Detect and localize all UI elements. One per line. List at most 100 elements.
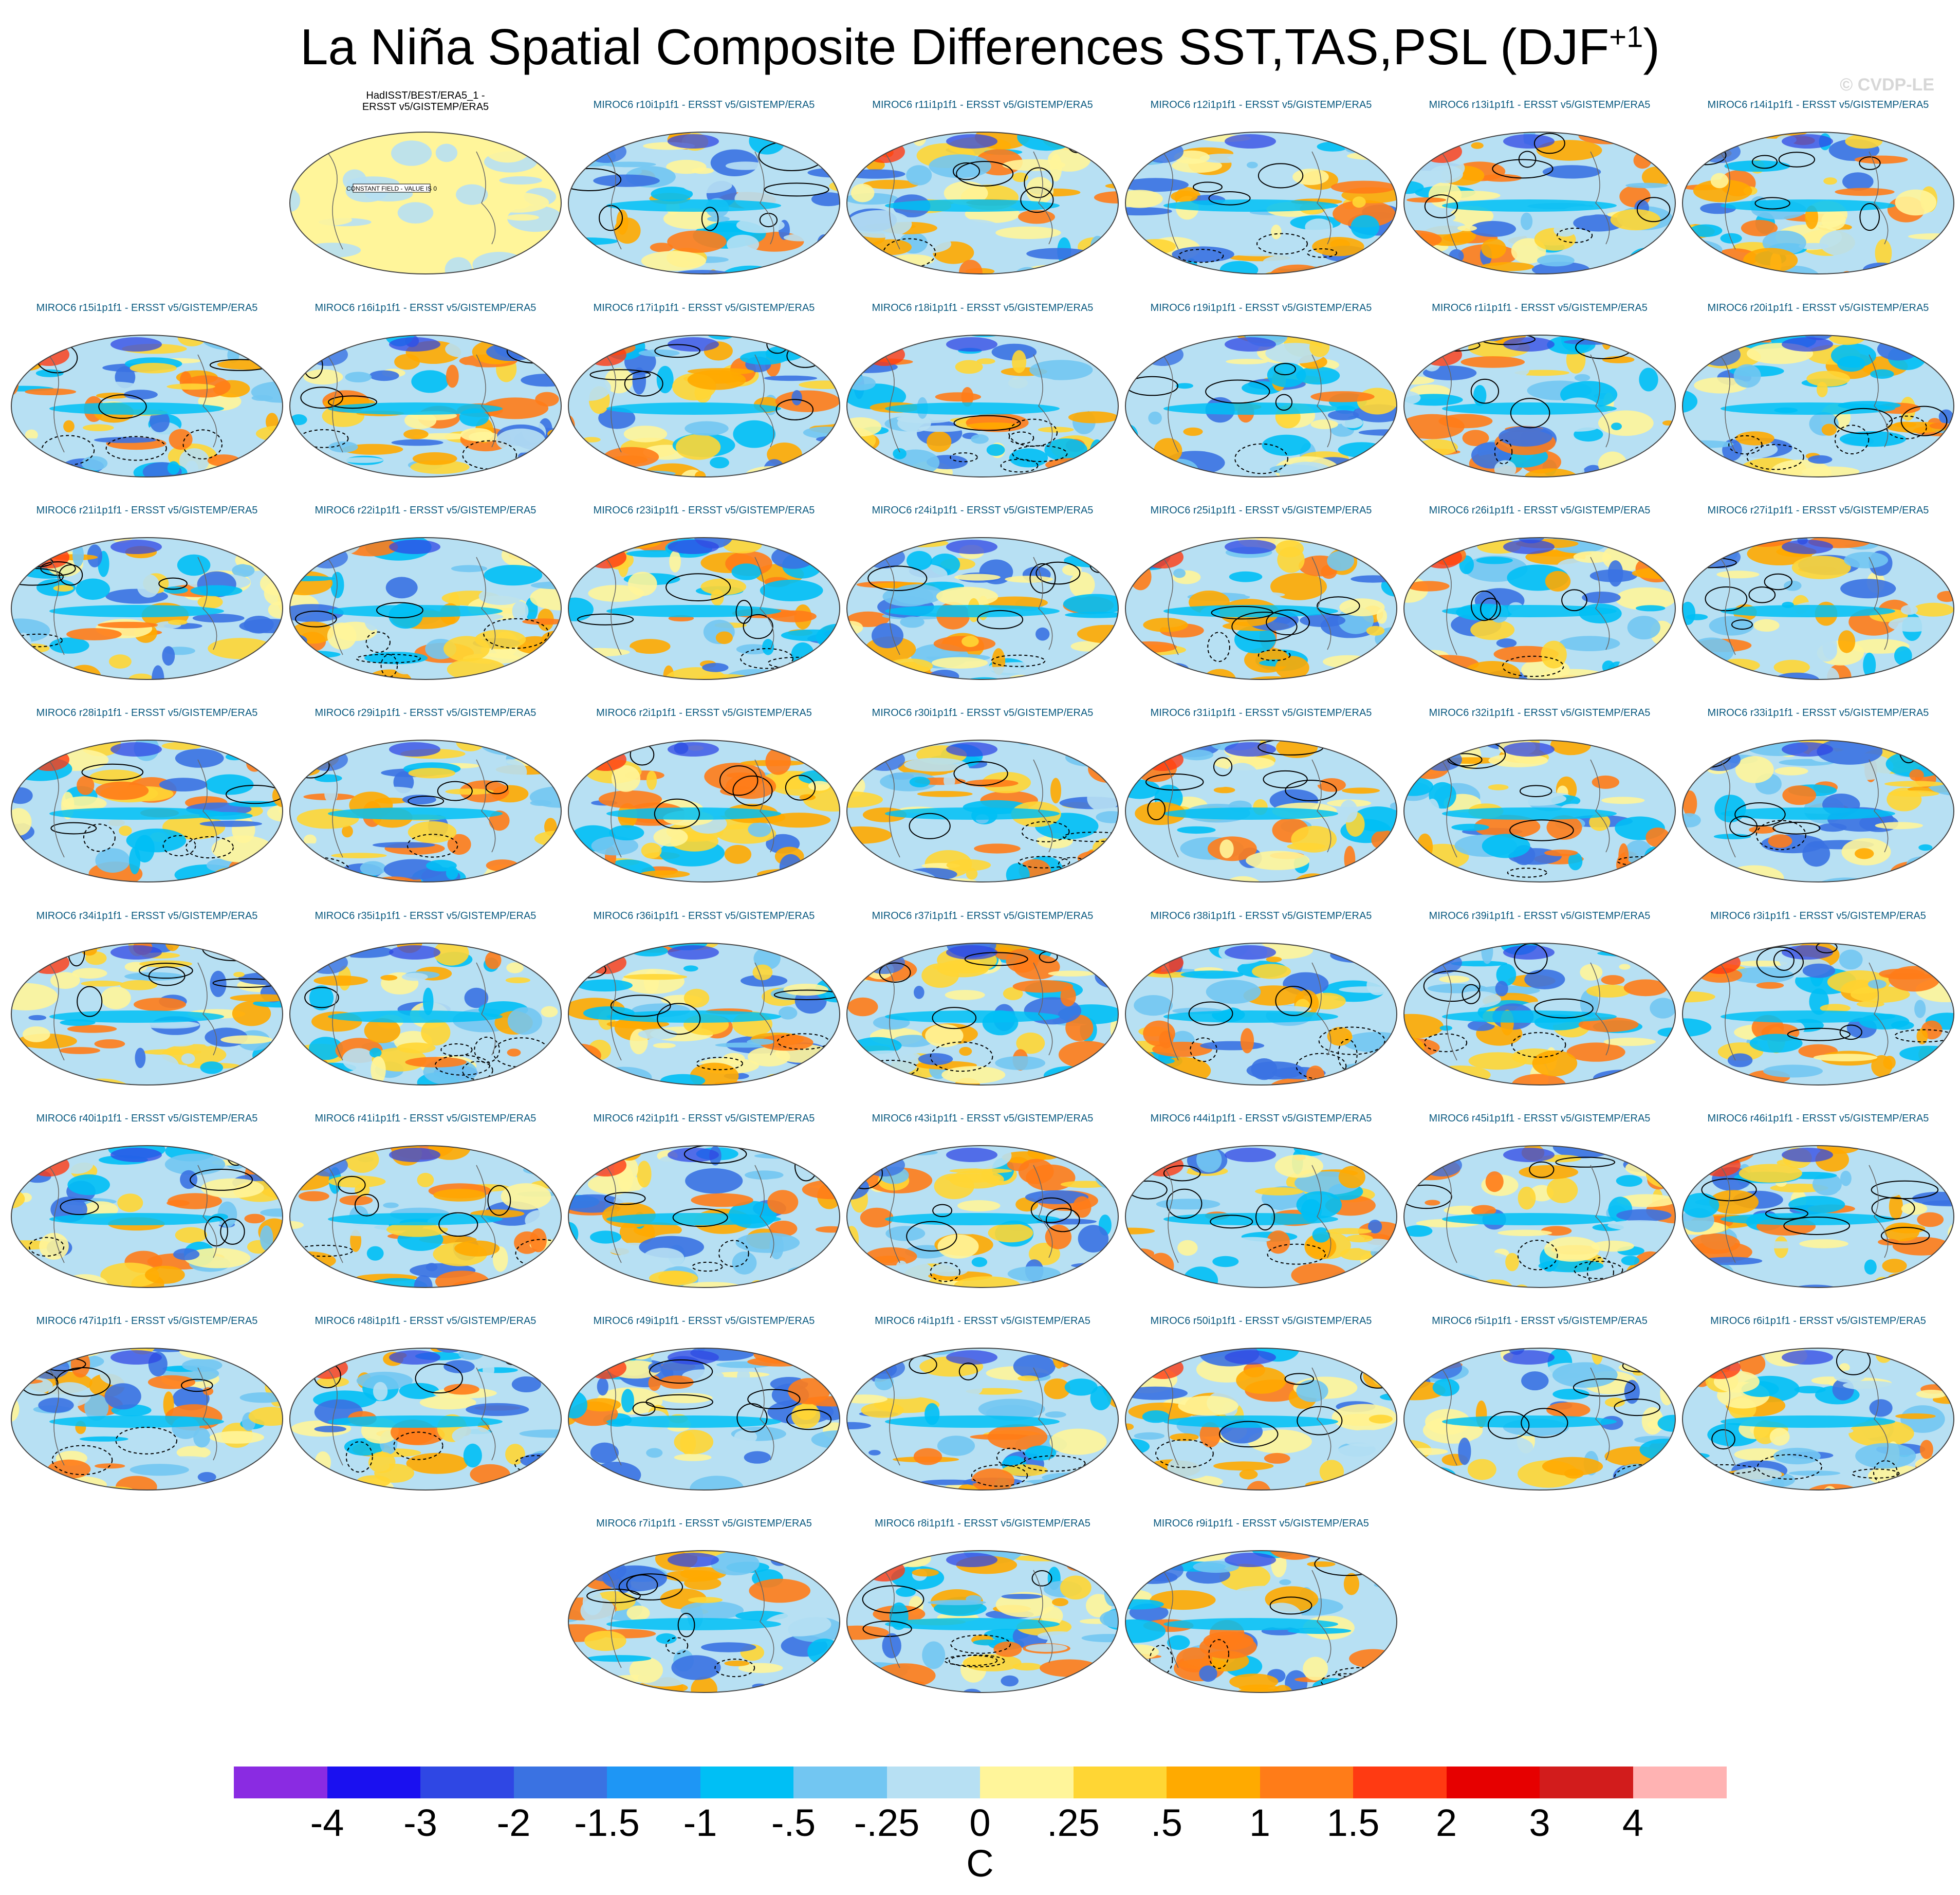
world-map <box>846 1348 1119 1491</box>
colorbar-tick-label: 1 <box>1249 1801 1271 1844</box>
model-panel: MIROC6 r21i1p1f1 - ERSST v5/GISTEMP/ERA5 <box>8 505 286 680</box>
world-map <box>289 537 562 680</box>
panel-label: MIROC6 r17i1p1f1 - ERSST v5/GISTEMP/ERA5 <box>593 302 815 314</box>
colorbar-box <box>607 1767 700 1798</box>
map-field <box>847 335 1118 477</box>
colorbar-tick-label: -4 <box>310 1801 344 1844</box>
model-panel: MIROC6 r7i1p1f1 - ERSST v5/GISTEMP/ERA5 <box>565 1518 843 1693</box>
map-field <box>1125 132 1397 274</box>
world-map <box>846 1145 1119 1288</box>
map-field <box>568 538 840 679</box>
world-map <box>1403 1348 1676 1491</box>
map-field <box>1404 538 1675 679</box>
model-panel: MIROC6 r28i1p1f1 - ERSST v5/GISTEMP/ERA5 <box>8 707 286 882</box>
map-field <box>1404 132 1675 274</box>
colorbar-box <box>234 1767 327 1798</box>
map-field <box>847 943 1118 1085</box>
world-map <box>1125 335 1397 477</box>
world-map <box>11 537 283 680</box>
colorbar-box <box>700 1767 794 1798</box>
panel-label: MIROC6 r47i1p1f1 - ERSST v5/GISTEMP/ERA5 <box>36 1315 258 1327</box>
title-superscript: +1 <box>1609 20 1643 54</box>
panel-label: HadISST/BEST/ERA5_1 - ERSST v5/GISTEMP/E… <box>362 90 489 113</box>
map-field <box>11 1348 283 1490</box>
map-field <box>568 132 840 274</box>
world-map <box>1682 537 1954 680</box>
map-field <box>1125 1551 1397 1692</box>
colorbar-box <box>1540 1767 1633 1798</box>
model-panel: MIROC6 r49i1p1f1 - ERSST v5/GISTEMP/ERA5 <box>565 1315 843 1491</box>
world-map <box>1125 1348 1397 1491</box>
map-field <box>290 538 561 679</box>
model-panel: MIROC6 r22i1p1f1 - ERSST v5/GISTEMP/ERA5 <box>286 505 565 680</box>
panel-label: MIROC6 r11i1p1f1 - ERSST v5/GISTEMP/ERA5 <box>872 99 1093 111</box>
world-map <box>568 1145 840 1288</box>
world-map <box>1403 740 1676 882</box>
colorbar-tick-label: -3 <box>403 1801 437 1844</box>
map-field <box>568 943 840 1085</box>
model-panel: MIROC6 r11i1p1f1 - ERSST v5/GISTEMP/ERA5 <box>843 99 1122 274</box>
panel-label: MIROC6 r42i1p1f1 - ERSST v5/GISTEMP/ERA5 <box>593 1113 815 1124</box>
map-field <box>1682 1146 1954 1287</box>
model-panel: MIROC6 r6i1p1f1 - ERSST v5/GISTEMP/ERA5 <box>1679 1315 1957 1491</box>
panel-label: MIROC6 r13i1p1f1 - ERSST v5/GISTEMP/ERA5 <box>1429 99 1651 111</box>
map-field <box>1125 538 1397 679</box>
model-panel: MIROC6 r24i1p1f1 - ERSST v5/GISTEMP/ERA5 <box>843 505 1122 680</box>
model-panel: MIROC6 r37i1p1f1 - ERSST v5/GISTEMP/ERA5 <box>843 910 1122 1086</box>
panel-label: MIROC6 r32i1p1f1 - ERSST v5/GISTEMP/ERA5 <box>1429 707 1651 719</box>
model-panel: MIROC6 r8i1p1f1 - ERSST v5/GISTEMP/ERA5 <box>843 1518 1122 1693</box>
panel-label: MIROC6 r45i1p1f1 - ERSST v5/GISTEMP/ERA5 <box>1429 1113 1651 1124</box>
map-field <box>847 740 1118 882</box>
world-map <box>1403 1145 1676 1288</box>
panel-label: MIROC6 r12i1p1f1 - ERSST v5/GISTEMP/ERA5 <box>1150 99 1372 111</box>
colorbar-tick-label: -.25 <box>854 1801 920 1844</box>
colorbar-box <box>327 1767 421 1798</box>
panel-label: MIROC6 r4i1p1f1 - ERSST v5/GISTEMP/ERA5 <box>875 1315 1090 1327</box>
world-map <box>11 335 283 477</box>
map-field <box>11 943 283 1085</box>
colorbar-box <box>1073 1767 1167 1798</box>
observed-panel: HadISST/BEST/ERA5_1 - ERSST v5/GISTEMP/E… <box>286 90 565 274</box>
world-map <box>11 740 283 882</box>
world-map <box>1125 537 1397 680</box>
colorbar-tick-label: -2 <box>496 1801 531 1844</box>
colorbar-box <box>793 1767 887 1798</box>
model-panel: MIROC6 r19i1p1f1 - ERSST v5/GISTEMP/ERA5 <box>1122 302 1400 477</box>
model-panel: MIROC6 r3i1p1f1 - ERSST v5/GISTEMP/ERA5 <box>1679 910 1957 1086</box>
map-field <box>1404 1348 1675 1490</box>
map-field <box>568 1551 840 1692</box>
world-map <box>1125 1550 1397 1693</box>
model-panel: MIROC6 r38i1p1f1 - ERSST v5/GISTEMP/ERA5 <box>1122 910 1400 1086</box>
title-main: La Niña Spatial Composite Differences SS… <box>300 19 1610 75</box>
panel-label: MIROC6 r43i1p1f1 - ERSST v5/GISTEMP/ERA5 <box>872 1113 1094 1124</box>
map-field <box>1682 538 1954 679</box>
map-field <box>11 740 283 882</box>
model-panel: MIROC6 r13i1p1f1 - ERSST v5/GISTEMP/ERA5 <box>1400 99 1679 274</box>
panel-label: MIROC6 r21i1p1f1 - ERSST v5/GISTEMP/ERA5 <box>36 505 258 516</box>
colorbar-box <box>1167 1767 1260 1798</box>
map-field <box>1125 1348 1397 1490</box>
colorbar-tick-label: .5 <box>1151 1801 1182 1844</box>
world-map <box>1682 943 1954 1086</box>
colorbar-tick-label: -1 <box>683 1801 717 1844</box>
world-map <box>846 1550 1119 1693</box>
panel-label: MIROC6 r18i1p1f1 - ERSST v5/GISTEMP/ERA5 <box>872 302 1094 314</box>
panel-label: MIROC6 r44i1p1f1 - ERSST v5/GISTEMP/ERA5 <box>1150 1113 1372 1124</box>
model-panel: MIROC6 r15i1p1f1 - ERSST v5/GISTEMP/ERA5 <box>8 302 286 477</box>
model-panel: MIROC6 r9i1p1f1 - ERSST v5/GISTEMP/ERA5 <box>1122 1518 1400 1693</box>
panel-label: MIROC6 r23i1p1f1 - ERSST v5/GISTEMP/ERA5 <box>593 505 815 516</box>
world-map <box>1125 1145 1397 1288</box>
panel-label: MIROC6 r5i1p1f1 - ERSST v5/GISTEMP/ERA5 <box>1432 1315 1648 1327</box>
model-panel: MIROC6 r14i1p1f1 - ERSST v5/GISTEMP/ERA5 <box>1679 99 1957 274</box>
world-map <box>846 537 1119 680</box>
panel-label: MIROC6 r14i1p1f1 - ERSST v5/GISTEMP/ERA5 <box>1707 99 1929 111</box>
model-panel: MIROC6 r17i1p1f1 - ERSST v5/GISTEMP/ERA5 <box>565 302 843 477</box>
panel-label: MIROC6 r37i1p1f1 - ERSST v5/GISTEMP/ERA5 <box>872 910 1094 922</box>
panel-label: MIROC6 r2i1p1f1 - ERSST v5/GISTEMP/ERA5 <box>596 707 812 719</box>
world-map <box>568 943 840 1086</box>
map-field <box>1682 132 1954 274</box>
world-map <box>11 943 283 1086</box>
map-field <box>847 1551 1118 1692</box>
world-map <box>1403 537 1676 680</box>
world-map <box>846 132 1119 274</box>
